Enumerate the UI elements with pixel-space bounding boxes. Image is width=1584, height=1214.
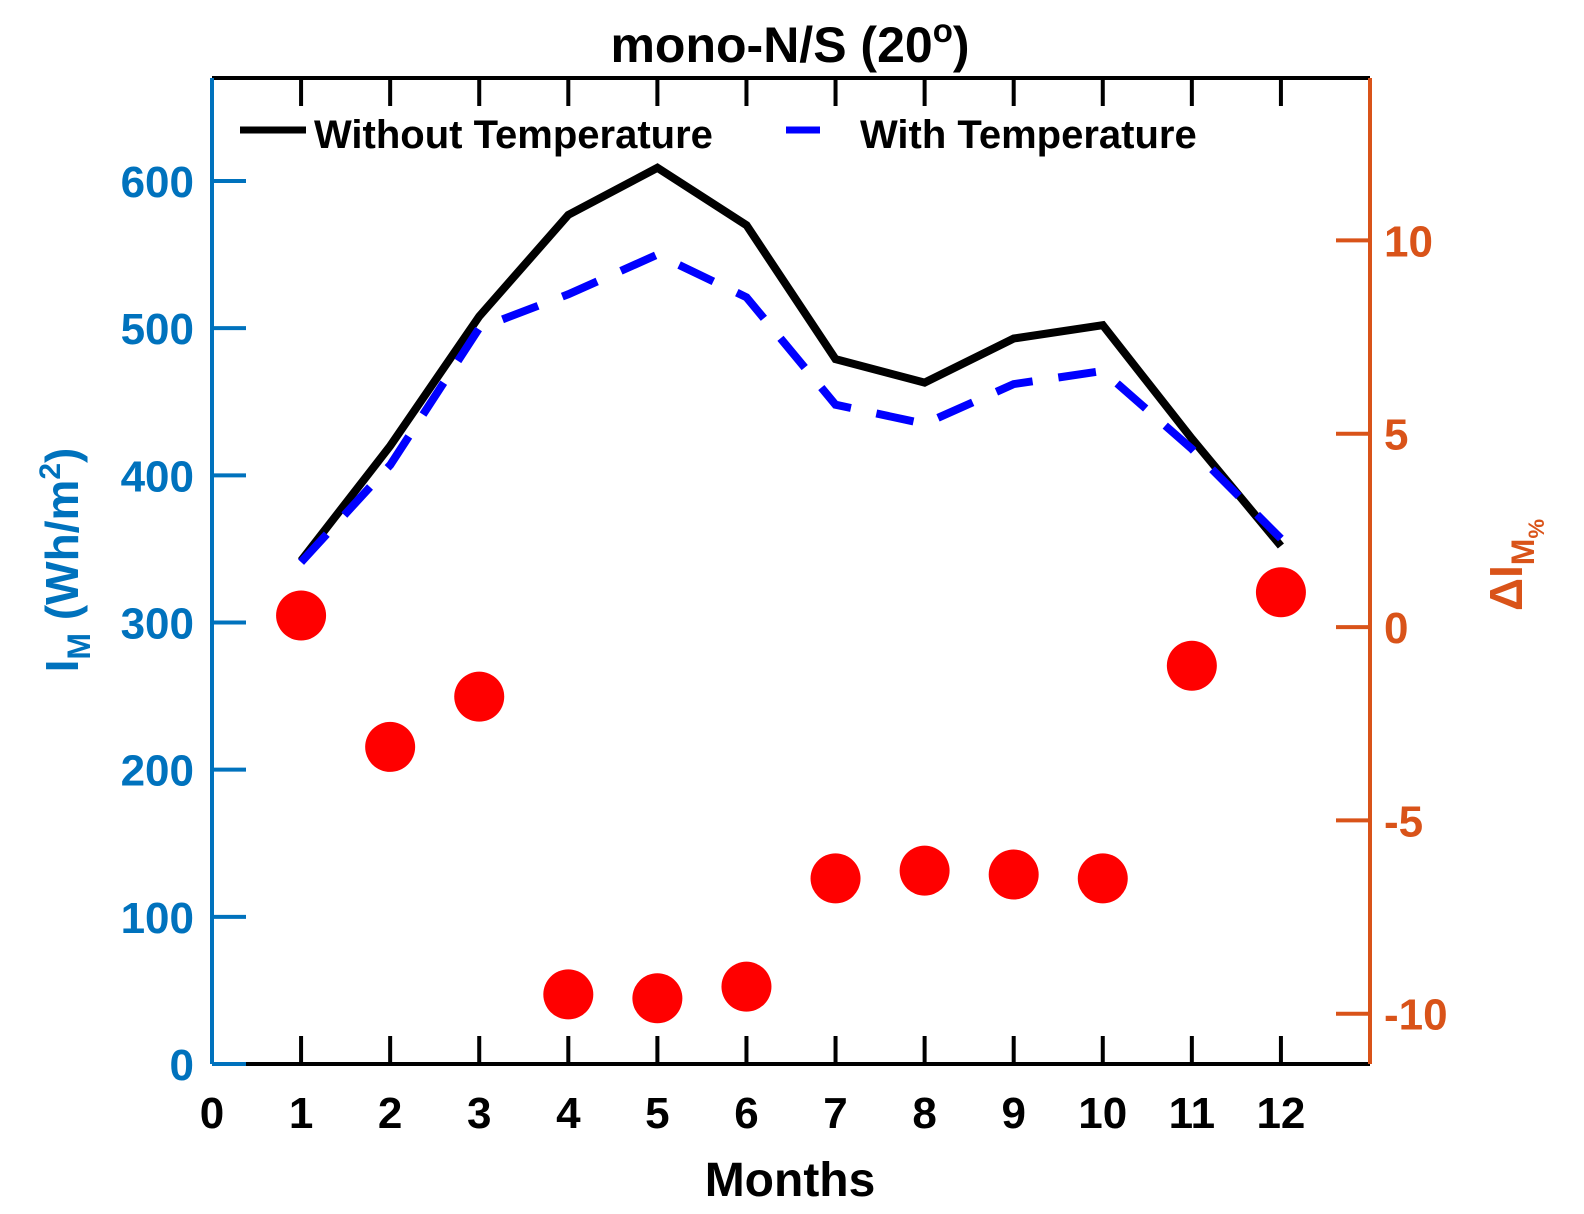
right-y-tick-labels: -10 -5 0 5 10 (1384, 217, 1448, 1039)
x-tick-label: 10 (1078, 1089, 1127, 1138)
x-tick-label: 6 (734, 1089, 758, 1138)
delta-marker (1077, 853, 1128, 904)
legend-label-without-temperature: Without Temperature (314, 113, 713, 157)
right-y-tick-label: -10 (1384, 991, 1448, 1040)
delta-marker (1166, 640, 1217, 691)
right-y-tick-label: 5 (1384, 411, 1408, 460)
delta-marker (988, 849, 1039, 900)
left-y-tick-label: 600 (121, 158, 194, 207)
x-tick-label: 0 (200, 1089, 224, 1138)
plot-axes (210, 76, 1372, 1066)
delta-marker (810, 853, 861, 904)
x-tick-label: 1 (289, 1089, 313, 1138)
delta-marker (1255, 567, 1306, 618)
delta-marker (454, 671, 505, 722)
x-tick-label: 5 (645, 1089, 669, 1138)
delta-marker (365, 721, 416, 772)
left-y-tick-label: 400 (121, 452, 194, 501)
chart-title: mono-N/S (20o) (610, 12, 969, 73)
x-tick-labels: 0 1 2 3 4 5 6 7 8 9 10 11 12 (200, 1089, 1306, 1138)
left-y-tick-labels: 0 100 200 300 400 500 600 (121, 158, 194, 1090)
right-y-axis-label: ΔIM% (1480, 519, 1549, 611)
left-y-tick-label: 500 (121, 305, 194, 354)
with-temperature-line (298, 250, 1284, 565)
delta-marker (632, 973, 683, 1024)
x-tick-label: 2 (378, 1089, 402, 1138)
delta-marker (721, 961, 772, 1012)
left-y-tick-label: 0 (170, 1041, 194, 1090)
x-tick-label: 9 (1001, 1089, 1025, 1138)
right-y-tick-label: 0 (1384, 604, 1408, 653)
left-y-tick-label: 300 (121, 600, 194, 649)
left-y-tick-label: 200 (121, 747, 194, 796)
left-y-axis-label: IM (Wh/m2) (34, 448, 97, 673)
x-tick-label: 7 (823, 1089, 847, 1138)
x-axis-label: Months (705, 1154, 876, 1207)
x-tick-label: 11 (1169, 1089, 1216, 1138)
left-y-tick-label: 100 (121, 894, 194, 943)
delta-marker (899, 845, 950, 896)
x-tick-label: 4 (556, 1089, 581, 1138)
series-layer (276, 163, 1306, 1024)
legend: Without Temperature With Temperature (240, 113, 1197, 157)
legend-label-with-temperature: With Temperature (860, 113, 1197, 157)
delta-marker (276, 590, 327, 641)
right-y-tick-label: -5 (1384, 797, 1423, 846)
x-tick-label: 3 (467, 1089, 491, 1138)
x-tick-label: 12 (1256, 1089, 1305, 1138)
x-tick-label: 8 (912, 1089, 936, 1138)
without-temperature-line (297, 163, 1284, 564)
delta-marker (543, 969, 594, 1020)
right-y-tick-label: 10 (1384, 217, 1433, 266)
